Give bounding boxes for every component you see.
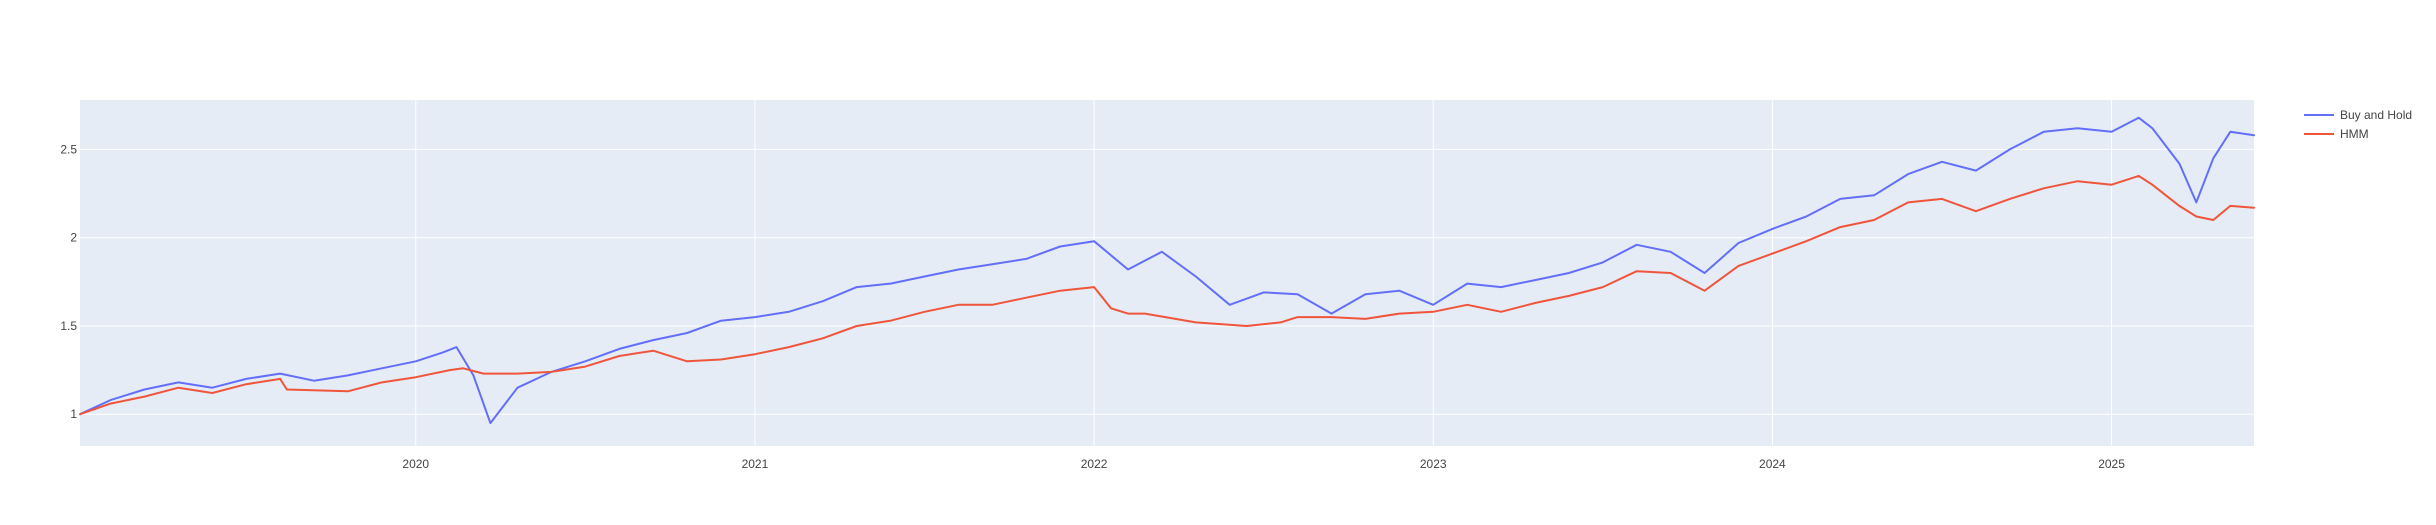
x-tick-label: 2020 [402,457,429,471]
y-tick-label: 1 [70,407,77,421]
legend[interactable]: Buy and Hold HMM [2304,108,2412,141]
grid-lines [80,100,2254,446]
legend-item-hmm[interactable]: HMM [2304,127,2369,141]
series-line-hmm [79,174,2255,416]
legend-item-buy-and-hold[interactable]: Buy and Hold [2304,108,2412,122]
x-tick-label: 2024 [1759,457,1786,471]
x-tick-label: 2023 [1420,457,1447,471]
y-tick-label: 1.5 [60,319,77,333]
y-tick-label: 2.5 [60,142,77,156]
y-axis: 1 1.5 2 2.5 [60,142,77,421]
x-tick-label: 2021 [742,457,769,471]
x-tick-label: 2022 [1081,457,1108,471]
data-series [79,116,2255,425]
plot-area [80,100,2254,446]
x-tick-label: 2025 [2098,457,2125,471]
x-axis: 2020 2021 2022 2023 2024 2025 [402,457,2125,471]
y-tick-label: 2 [70,231,77,245]
legend-label: Buy and Hold [2340,108,2412,122]
series-line-buy-and-hold [79,116,2255,425]
legend-label: HMM [2340,127,2369,141]
